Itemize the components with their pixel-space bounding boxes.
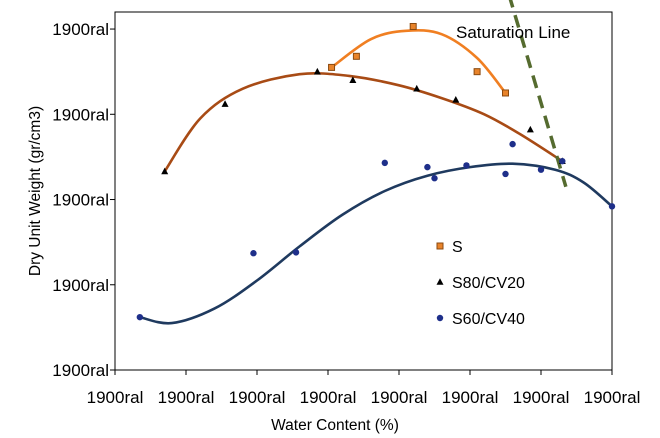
fit-curve-s80-cv20 [163, 72, 564, 173]
x-tick-label: 1900ral [300, 388, 357, 407]
x-tick-label: 1900ral [229, 388, 286, 407]
data-point [381, 159, 388, 167]
x-tick-label: 1900ral [442, 388, 499, 407]
data-point [221, 100, 229, 107]
x-tick-labels: 1900ral 1900ral 1900ral 1900ral 1900ral 1900r… [87, 388, 641, 407]
y-tick-labels: 1900ral 1900ral 1900ral 1900ral 1900ral [52, 20, 109, 380]
data-point [292, 249, 300, 256]
data-point [136, 313, 144, 321]
data-point [559, 157, 566, 165]
data-markers [136, 22, 616, 321]
data-point [161, 167, 169, 175]
legend-marker [436, 314, 444, 322]
fit-curves [139, 28, 613, 325]
data-point [409, 22, 417, 30]
legend-marker [436, 278, 444, 285]
data-point [608, 203, 616, 210]
data-point [313, 67, 321, 75]
saturation-line [508, 0, 568, 188]
legend-label: S80/CV20 [452, 275, 525, 292]
data-point [452, 95, 460, 103]
x-tick-label: 1900ral [87, 388, 144, 407]
fit-curve-s60-cv40 [139, 162, 613, 325]
fit-curve-s [330, 28, 507, 94]
y-tick-label: 1900ral [52, 105, 109, 124]
y-tick-label: 1900ral [52, 20, 109, 39]
data-point [352, 52, 360, 60]
y-tick-label: 1900ral [52, 276, 109, 295]
legend-label: S [452, 239, 463, 256]
data-point [537, 166, 545, 173]
data-point [526, 125, 534, 133]
data-point [502, 170, 509, 178]
legend-marker [436, 242, 444, 250]
data-point [473, 68, 481, 76]
axis-ticks [110, 28, 613, 375]
data-point [463, 162, 470, 169]
data-point [250, 250, 257, 257]
x-axis-title: Water Content (%) [271, 417, 399, 434]
data-point [413, 84, 421, 92]
x-tick-label: 1900ral [158, 388, 215, 407]
x-tick-label: 1900ral [584, 388, 641, 407]
data-point [328, 63, 336, 71]
data-point [509, 140, 516, 148]
data-point [424, 163, 431, 171]
x-tick-label: 1900ral [371, 388, 428, 407]
data-point [502, 89, 509, 97]
data-point [349, 76, 357, 83]
saturation-line-label: Saturation Line [456, 23, 570, 42]
legend-label: S60/CV40 [452, 311, 525, 328]
y-axis-title: Dry Unit Weight (gr/cm3) [27, 106, 44, 276]
saturation-line-segment [508, 0, 568, 188]
legend: S S80/CV20 S60/CV40 [436, 239, 525, 328]
x-tick-label: 1900ral [513, 388, 570, 407]
plot-area [114, 11, 613, 371]
y-tick-label: 1900ral [52, 191, 109, 210]
y-tick-label: 1900ral [52, 361, 109, 380]
data-point [431, 175, 438, 182]
